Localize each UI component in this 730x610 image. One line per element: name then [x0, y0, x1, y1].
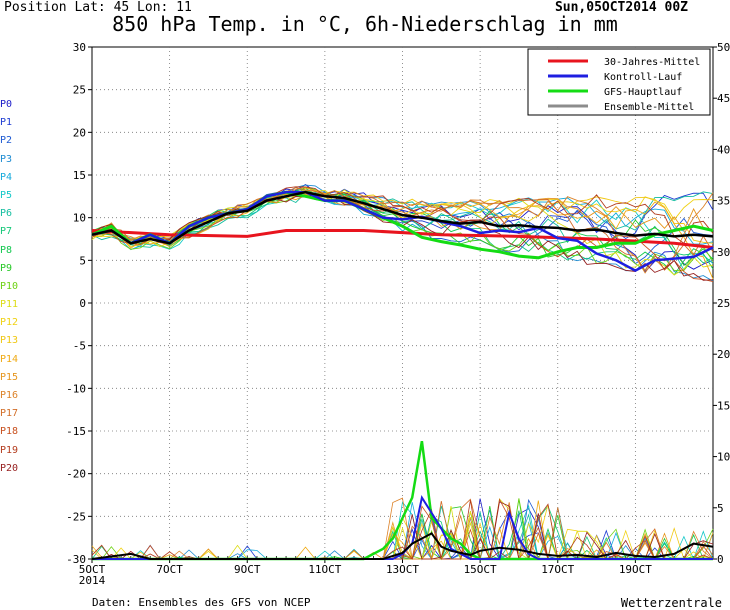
member-label-p2: P2 [0, 135, 13, 147]
y-right-tick-label: 25 [717, 297, 730, 310]
y-right-tick-label: 10 [717, 451, 730, 464]
member-label-p9: P9 [0, 262, 13, 274]
member-label-p7: P7 [0, 226, 13, 238]
y-right-tick-label: 20 [717, 348, 730, 361]
legend-box [527, 48, 711, 116]
member-label-p16: P16 [0, 390, 19, 401]
y-left-tick-label: -10 [66, 382, 86, 395]
member-label-p15: P15 [0, 371, 19, 383]
control-run-temp-line [91, 190, 714, 273]
y-left-tick-label: 10 [73, 212, 86, 225]
x-tick-label-year: 2014 [79, 574, 106, 587]
member-label-p14: P14 [0, 353, 19, 365]
x-tick-label: 17OCT [541, 563, 574, 576]
x-tick-label: 7OCT [156, 563, 183, 576]
member-label-p3: P3 [0, 153, 13, 165]
x-tick-label: 15OCT [464, 563, 497, 576]
member-label-p6: P6 [0, 208, 13, 220]
member-label-p19: P19 [0, 444, 19, 456]
x-tick-label: 11OCT [308, 563, 341, 576]
y-left-tick-label: -25 [66, 510, 86, 523]
x-tick-label: 5OCT [79, 563, 106, 576]
y-left-tick-label: 0 [79, 297, 86, 310]
chart-title: 850 hPa Temp. in °C, 6h-Niederschlag in … [112, 12, 618, 36]
y-right-tick-label: 15 [717, 399, 730, 412]
member-label-p1: P1 [0, 117, 13, 129]
ensemble-mean-precip-line [91, 532, 714, 560]
brand-label: Wetterzentrale [620, 596, 722, 610]
member-label-p0: P0 [0, 99, 13, 110]
y-right-tick-label: 50 [717, 41, 730, 54]
gfs-main-precip-line [92, 440, 713, 561]
member-label-p18: P18 [0, 426, 19, 438]
y-left-tick-label: -15 [66, 425, 86, 438]
member-label-p11: P11 [0, 299, 19, 311]
member-label-p20: P20 [0, 462, 19, 474]
y-left-tick-label: -20 [66, 468, 86, 481]
member-label-p17: P17 [0, 408, 19, 420]
ensemble-member-list: P0 P1 P2 P3 P4 P5 P6 P7 P8 P9 P10 P11 P12 P13 P14 P15 P1… [0, 96, 40, 478]
data-source-label: Daten: Ensembles des GFS von NCEP [92, 596, 311, 609]
x-tick-label: 13OCT [386, 563, 419, 576]
legend-label: Kontroll-Lauf [604, 72, 682, 83]
y-left-tick-label: 20 [73, 126, 86, 139]
member-label-p10: P10 [0, 280, 19, 292]
y-right-tick-label: 0 [717, 553, 724, 566]
x-tick-label: 9OCT [234, 563, 261, 576]
y-left-tick-label: -30 [66, 553, 86, 566]
ensemble-mean-temp-line [91, 190, 714, 245]
legend-label: 30-Jahres-Mittel [604, 57, 700, 68]
y-right-tick-label: 45 [717, 92, 730, 105]
y-right-tick-label: 35 [717, 195, 730, 208]
climate-mean-line [91, 229, 714, 249]
y-left-tick-label: 30 [73, 41, 86, 54]
member-label-p8: P8 [0, 244, 13, 256]
run-date-label: Sun,05OCT2014 00Z [554, 0, 688, 15]
location-label: Position Lat: 45 Lon: 11 [4, 0, 192, 15]
y-left-tick-label: 25 [73, 84, 86, 97]
member-temp-line-p19 [91, 186, 714, 245]
member-label-p13: P13 [0, 335, 19, 347]
x-tick-label: 19OCT [619, 563, 652, 576]
member-label-p5: P5 [0, 189, 13, 201]
y-left-tick-label: 5 [79, 254, 86, 267]
y-left-tick-label: -5 [73, 340, 86, 353]
member-temp-line-p7 [91, 192, 714, 264]
y-right-tick-label: 5 [717, 502, 724, 515]
y-right-tick-label: 40 [717, 143, 730, 156]
legend-label: Ensemble-Mittel [604, 102, 694, 113]
member-label-p4: P4 [0, 171, 13, 183]
member-label-p12: P12 [0, 317, 19, 329]
legend-label: GFS-Hauptlauf [604, 87, 682, 98]
y-right-tick-label: 30 [717, 246, 730, 259]
y-left-tick-label: 15 [73, 169, 86, 182]
